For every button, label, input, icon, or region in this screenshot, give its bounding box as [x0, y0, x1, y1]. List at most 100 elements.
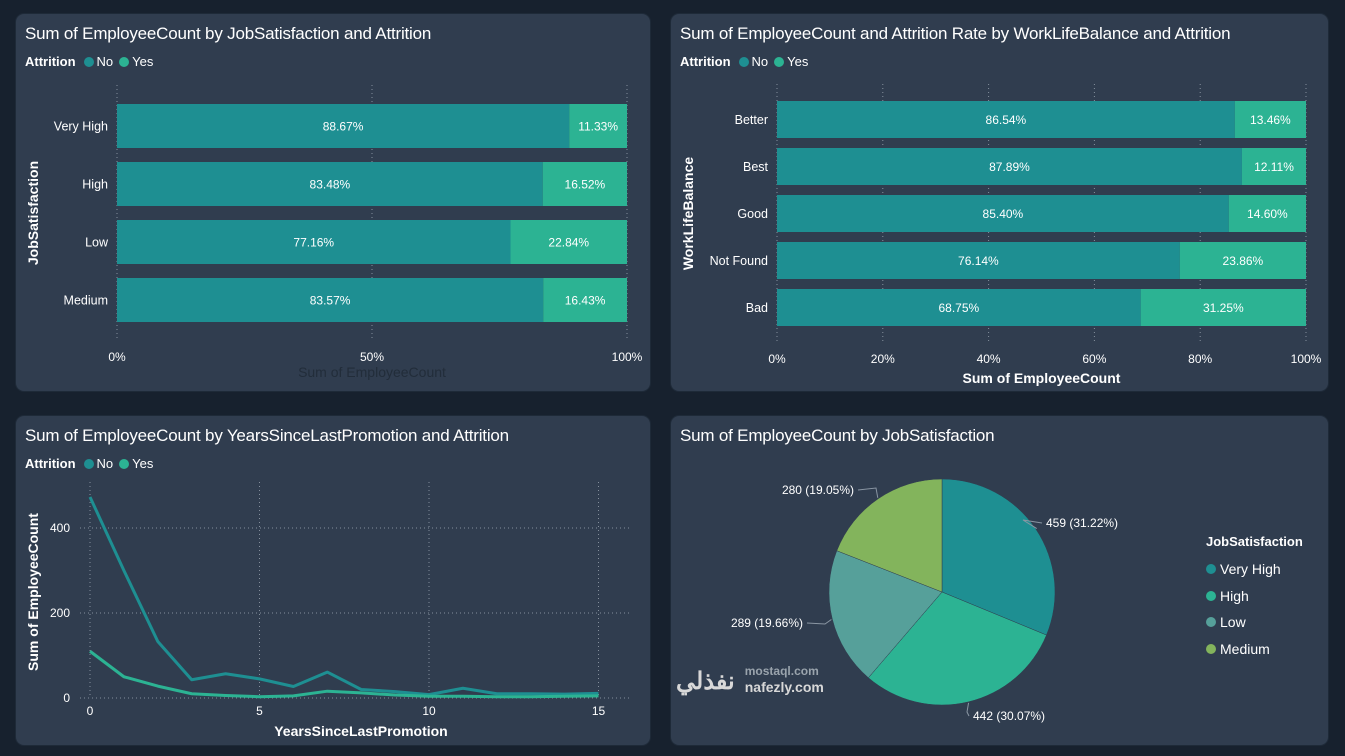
legend-item-no[interactable]: No [83, 456, 114, 471]
data-label: 13.46% [1250, 113, 1291, 127]
leader-line [1022, 519, 1043, 530]
bar-segment-yes [1140, 289, 1306, 326]
legend-item-yes[interactable]: Yes [774, 54, 808, 69]
legend-dot-icon [83, 458, 94, 469]
x-tick-label: 50% [360, 350, 384, 364]
legend-item-no[interactable]: No [83, 54, 114, 69]
legend-item-low[interactable]: Low [1206, 609, 1303, 636]
bar-segment-no [117, 220, 511, 264]
legend-dot-icon [774, 56, 785, 67]
legend-title: Attrition [680, 54, 731, 69]
y-tick-label: 0 [63, 691, 70, 705]
x-tick-label: 0% [108, 350, 126, 364]
x-tick-label: 80% [1188, 352, 1212, 366]
legend-dot-icon [738, 56, 749, 67]
watermark-urls: mostaql.com nafezly.com [745, 664, 824, 696]
bar-chart-wlb: 0% 20% 40% 60% 80% 100% 86.54% 13.46% Better 87.8… [680, 84, 1322, 386]
line-chart-promotion: 0 200 400 0 5 10 15 YearsSinceLastPromotion Sum … [25, 482, 630, 739]
data-label: 289 (19.66%) [731, 616, 803, 630]
y-category-label: Bad [746, 301, 768, 315]
y-category-label: Not Found [710, 254, 768, 268]
x-tick-label: 0% [768, 352, 786, 366]
data-label: 83.48% [310, 178, 351, 192]
x-tick-label: 10 [422, 704, 436, 718]
x-tick-label: 20% [871, 352, 895, 366]
legend-item-yes[interactable]: Yes [119, 456, 153, 471]
chart-legend: Attrition No Yes [680, 54, 814, 69]
chart-panel-promotion-attrition[interactable]: Sum of EmployeeCount by YearsSinceLastPr… [16, 416, 650, 745]
x-tick-label: 100% [612, 350, 643, 364]
pie-legend: JobSatisfaction Very High High Low Mediu… [1206, 534, 1303, 662]
legend-label: Yes [787, 54, 809, 69]
data-label: 442 (30.07%) [973, 709, 1045, 723]
chart-title: Sum of EmployeeCount by JobSatisfaction … [25, 24, 432, 43]
legend-dot-icon [83, 56, 94, 67]
chart-title: Sum of EmployeeCount by JobSatisfaction [680, 426, 995, 445]
leader-line [966, 702, 970, 717]
pie-chart-jobsat: 459 (31.22%) 442 (30.07%) 289 (19.66%) 280 … [731, 478, 1118, 723]
legend-label: No [96, 54, 114, 69]
chart-panel-jobsat-attrition[interactable]: Sum of EmployeeCount by JobSatisfaction … [16, 14, 650, 391]
bar-segment-no [117, 162, 543, 206]
data-label: 76.14% [958, 254, 999, 268]
chart-legend: Attrition No Yes [25, 54, 159, 69]
chart-panel-wlb-attrition[interactable]: Sum of EmployeeCount and Attrition Rate … [671, 14, 1328, 391]
bar-segment-yes [542, 162, 627, 206]
data-label: 77.16% [293, 236, 334, 250]
legend-item-very-high[interactable]: Very High [1206, 556, 1303, 583]
legend-label: Very High [1220, 561, 1281, 578]
data-label: 85.40% [983, 207, 1024, 221]
legend-item-high[interactable]: High [1206, 583, 1303, 610]
x-tick-label: 0 [87, 704, 94, 718]
chart-panel-jobsat-pie[interactable]: Sum of EmployeeCount by JobSatisfaction … [671, 416, 1328, 745]
legend-item-no[interactable]: No [738, 54, 769, 69]
data-label: 87.89% [989, 160, 1030, 174]
legend-label: No [96, 456, 114, 471]
x-axis-title: YearsSinceLastPromotion [274, 723, 448, 739]
data-label: 31.25% [1203, 301, 1244, 315]
data-label: 11.33% [578, 120, 618, 134]
chart-title: Sum of EmployeeCount and Attrition Rate … [680, 24, 1231, 43]
legend-title: JobSatisfaction [1206, 534, 1303, 549]
y-axis-title: WorkLifeBalance [680, 157, 696, 271]
y-category-label: High [82, 178, 108, 192]
y-category-label: Medium [64, 294, 108, 308]
data-label: 16.43% [565, 294, 606, 308]
data-label: 280 (19.05%) [782, 483, 854, 497]
pie-slice-very-high [941, 478, 1056, 636]
data-label: 23.86% [1223, 254, 1264, 268]
data-label: 83.57% [310, 294, 351, 308]
bar-segment-yes [1234, 101, 1306, 138]
pie-slice-high [868, 591, 1047, 706]
y-category-label: Very High [54, 120, 108, 134]
data-label: 22.84% [548, 236, 589, 250]
y-tick-label: 400 [50, 521, 70, 535]
x-tick-label: 60% [1082, 352, 1106, 366]
data-label: 88.67% [323, 120, 364, 134]
bar-segment-no [117, 104, 570, 148]
watermark: نفذلي mostaql.com nafezly.com [676, 664, 824, 696]
pie-slice-low [828, 550, 943, 679]
legend-dot-icon [1206, 643, 1216, 654]
line-series-yes [89, 650, 599, 699]
leader-line [857, 487, 879, 498]
y-axis-title: JobSatisfaction [25, 161, 41, 265]
x-tick-label: 15 [592, 704, 606, 718]
bar-segment-no [777, 101, 1235, 138]
data-label: 16.52% [565, 178, 606, 192]
legend-item-yes[interactable]: Yes [119, 54, 153, 69]
legend-dot-icon [1206, 564, 1216, 575]
data-label: 14.60% [1247, 207, 1288, 221]
data-label: 459 (31.22%) [1046, 516, 1118, 530]
bar-segment-yes [569, 104, 627, 148]
y-tick-label: 200 [50, 606, 70, 620]
data-label: 68.75% [938, 301, 979, 315]
legend-label: Medium [1220, 640, 1270, 657]
watermark-arabic: نفذلي [676, 668, 735, 695]
legend-item-medium[interactable]: Medium [1206, 636, 1303, 663]
legend-dot-icon [1206, 617, 1216, 628]
legend-label: No [751, 54, 769, 69]
legend-dot-icon [1206, 590, 1216, 601]
legend-title: Attrition [25, 456, 76, 471]
chart-title: Sum of EmployeeCount by YearsSinceLastPr… [25, 426, 509, 445]
